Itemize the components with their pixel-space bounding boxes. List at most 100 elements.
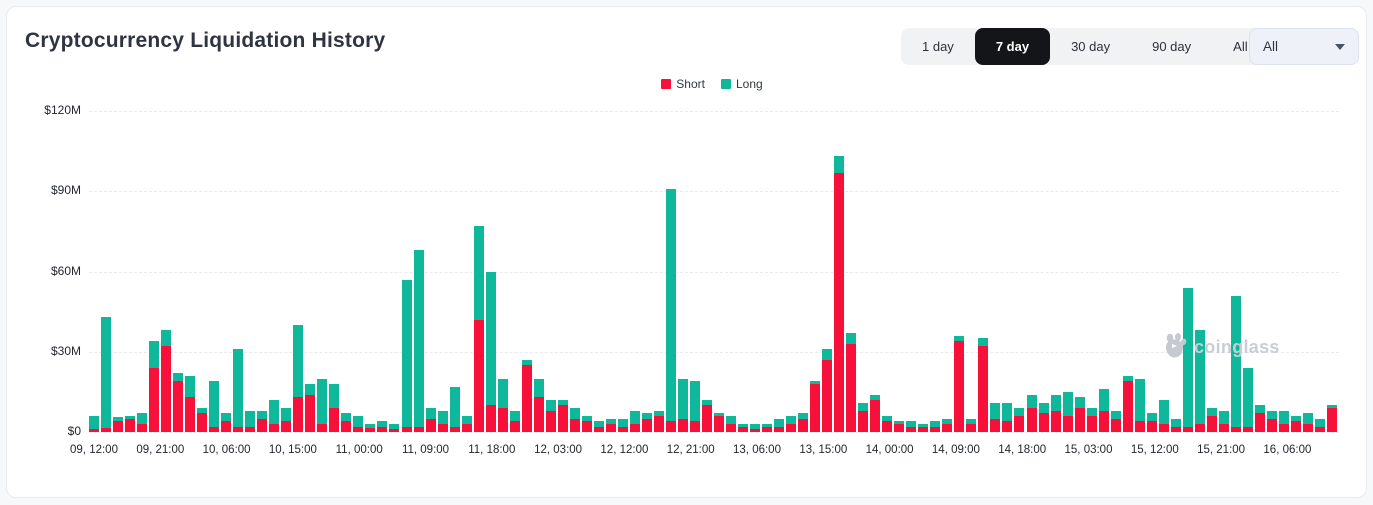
bar-column[interactable] bbox=[533, 378, 544, 432]
bar-column[interactable] bbox=[329, 383, 340, 432]
bar-column[interactable] bbox=[569, 407, 580, 432]
bar-column[interactable] bbox=[89, 415, 99, 432]
bar-column[interactable] bbox=[1278, 410, 1289, 432]
bar-column[interactable] bbox=[1206, 407, 1217, 432]
bar-column[interactable] bbox=[689, 381, 700, 432]
range-button-all[interactable]: All bbox=[1212, 28, 1268, 65]
bar-column[interactable] bbox=[1182, 287, 1193, 432]
bar-column[interactable] bbox=[1110, 410, 1121, 432]
bar-column[interactable] bbox=[641, 413, 652, 432]
bar-column[interactable] bbox=[125, 415, 136, 432]
bar-column[interactable] bbox=[485, 271, 496, 432]
bar-column[interactable] bbox=[437, 410, 448, 432]
bar-column[interactable] bbox=[762, 423, 773, 432]
bar-column[interactable] bbox=[1266, 410, 1277, 432]
bar-column[interactable] bbox=[173, 373, 184, 432]
bar-column[interactable] bbox=[1146, 413, 1157, 432]
bar-column[interactable] bbox=[1050, 394, 1061, 432]
bar-column[interactable] bbox=[846, 333, 857, 432]
bar-column[interactable] bbox=[918, 423, 929, 432]
bar-column[interactable] bbox=[137, 413, 148, 432]
bar-column[interactable] bbox=[906, 421, 917, 432]
bar-column[interactable] bbox=[894, 421, 905, 432]
bar-column[interactable] bbox=[473, 226, 484, 432]
bar-column[interactable] bbox=[882, 415, 893, 432]
bar-column[interactable] bbox=[1314, 418, 1325, 432]
bar-column[interactable] bbox=[750, 423, 761, 432]
bar-column[interactable] bbox=[1038, 402, 1049, 432]
bar-column[interactable] bbox=[774, 418, 785, 432]
bar-column[interactable] bbox=[714, 413, 724, 432]
bar-column[interactable] bbox=[978, 338, 989, 432]
bar-column[interactable] bbox=[1170, 418, 1181, 432]
bar-column[interactable] bbox=[497, 378, 508, 432]
bar-column[interactable] bbox=[1002, 402, 1013, 432]
bar-column[interactable] bbox=[726, 415, 737, 432]
bar-column[interactable] bbox=[425, 407, 436, 432]
bar-column[interactable] bbox=[798, 413, 809, 432]
bar-column[interactable] bbox=[629, 410, 640, 432]
bar-column[interactable] bbox=[653, 410, 664, 432]
bar-column[interactable] bbox=[413, 250, 424, 432]
bar-column[interactable] bbox=[834, 156, 845, 432]
bar-column[interactable] bbox=[1290, 415, 1301, 432]
bar-column[interactable] bbox=[858, 402, 869, 432]
bar-column[interactable] bbox=[738, 423, 749, 432]
bar-column[interactable] bbox=[930, 421, 941, 432]
bar-column[interactable] bbox=[1302, 413, 1313, 432]
bar-column[interactable] bbox=[1326, 405, 1337, 432]
bar-column[interactable] bbox=[221, 413, 232, 432]
legend-item-short[interactable]: Short bbox=[661, 77, 705, 91]
bar-column[interactable] bbox=[365, 424, 376, 432]
bar-column[interactable] bbox=[449, 386, 460, 432]
bar-column[interactable] bbox=[593, 421, 604, 432]
range-button-1-day[interactable]: 1 day bbox=[901, 28, 975, 65]
bar-column[interactable] bbox=[197, 407, 208, 432]
bar-column[interactable] bbox=[701, 399, 712, 432]
bar-column[interactable] bbox=[1242, 367, 1253, 432]
bar-column[interactable] bbox=[1026, 394, 1037, 432]
bar-column[interactable] bbox=[353, 415, 364, 432]
bar-column[interactable] bbox=[101, 317, 112, 432]
legend-item-long[interactable]: Long bbox=[720, 77, 763, 91]
bar-column[interactable] bbox=[1062, 391, 1073, 432]
bar-column[interactable] bbox=[401, 279, 412, 432]
bar-column[interactable] bbox=[269, 399, 280, 432]
bar-column[interactable] bbox=[161, 330, 172, 432]
bar-column[interactable] bbox=[581, 415, 592, 432]
bar-column[interactable] bbox=[1218, 410, 1229, 432]
bar-column[interactable] bbox=[966, 418, 977, 432]
bar-column[interactable] bbox=[1074, 397, 1085, 432]
bar-column[interactable] bbox=[990, 402, 1001, 432]
bar-column[interactable] bbox=[1122, 375, 1133, 432]
bar-column[interactable] bbox=[822, 349, 833, 432]
symbol-dropdown[interactable]: All bbox=[1249, 28, 1359, 65]
bar-column[interactable] bbox=[1086, 407, 1097, 432]
range-button-7-day[interactable]: 7 day bbox=[974, 28, 1051, 65]
bar-column[interactable] bbox=[377, 421, 388, 432]
bar-column[interactable] bbox=[233, 349, 244, 432]
bar-column[interactable] bbox=[942, 418, 953, 432]
bar-column[interactable] bbox=[461, 415, 472, 432]
bar-column[interactable] bbox=[545, 399, 556, 432]
bar-column[interactable] bbox=[557, 399, 568, 432]
range-button-30-day[interactable]: 30 day bbox=[1050, 28, 1131, 65]
plot-area[interactable] bbox=[89, 111, 1339, 433]
bar-column[interactable] bbox=[810, 381, 821, 432]
bar-column[interactable] bbox=[1098, 389, 1109, 432]
bar-column[interactable] bbox=[1194, 330, 1205, 432]
bar-column[interactable] bbox=[185, 375, 196, 432]
bar-column[interactable] bbox=[870, 394, 881, 432]
bar-column[interactable] bbox=[305, 383, 316, 432]
bar-column[interactable] bbox=[1254, 405, 1265, 432]
bar-column[interactable] bbox=[245, 410, 256, 432]
range-button-90-day[interactable]: 90 day bbox=[1131, 28, 1212, 65]
bar-column[interactable] bbox=[113, 417, 124, 432]
bar-column[interactable] bbox=[617, 418, 628, 432]
bar-column[interactable] bbox=[317, 378, 328, 432]
bar-column[interactable] bbox=[1014, 407, 1025, 432]
bar-column[interactable] bbox=[521, 359, 532, 432]
bar-column[interactable] bbox=[665, 188, 676, 432]
bar-column[interactable] bbox=[605, 418, 616, 432]
bar-column[interactable] bbox=[954, 335, 965, 432]
